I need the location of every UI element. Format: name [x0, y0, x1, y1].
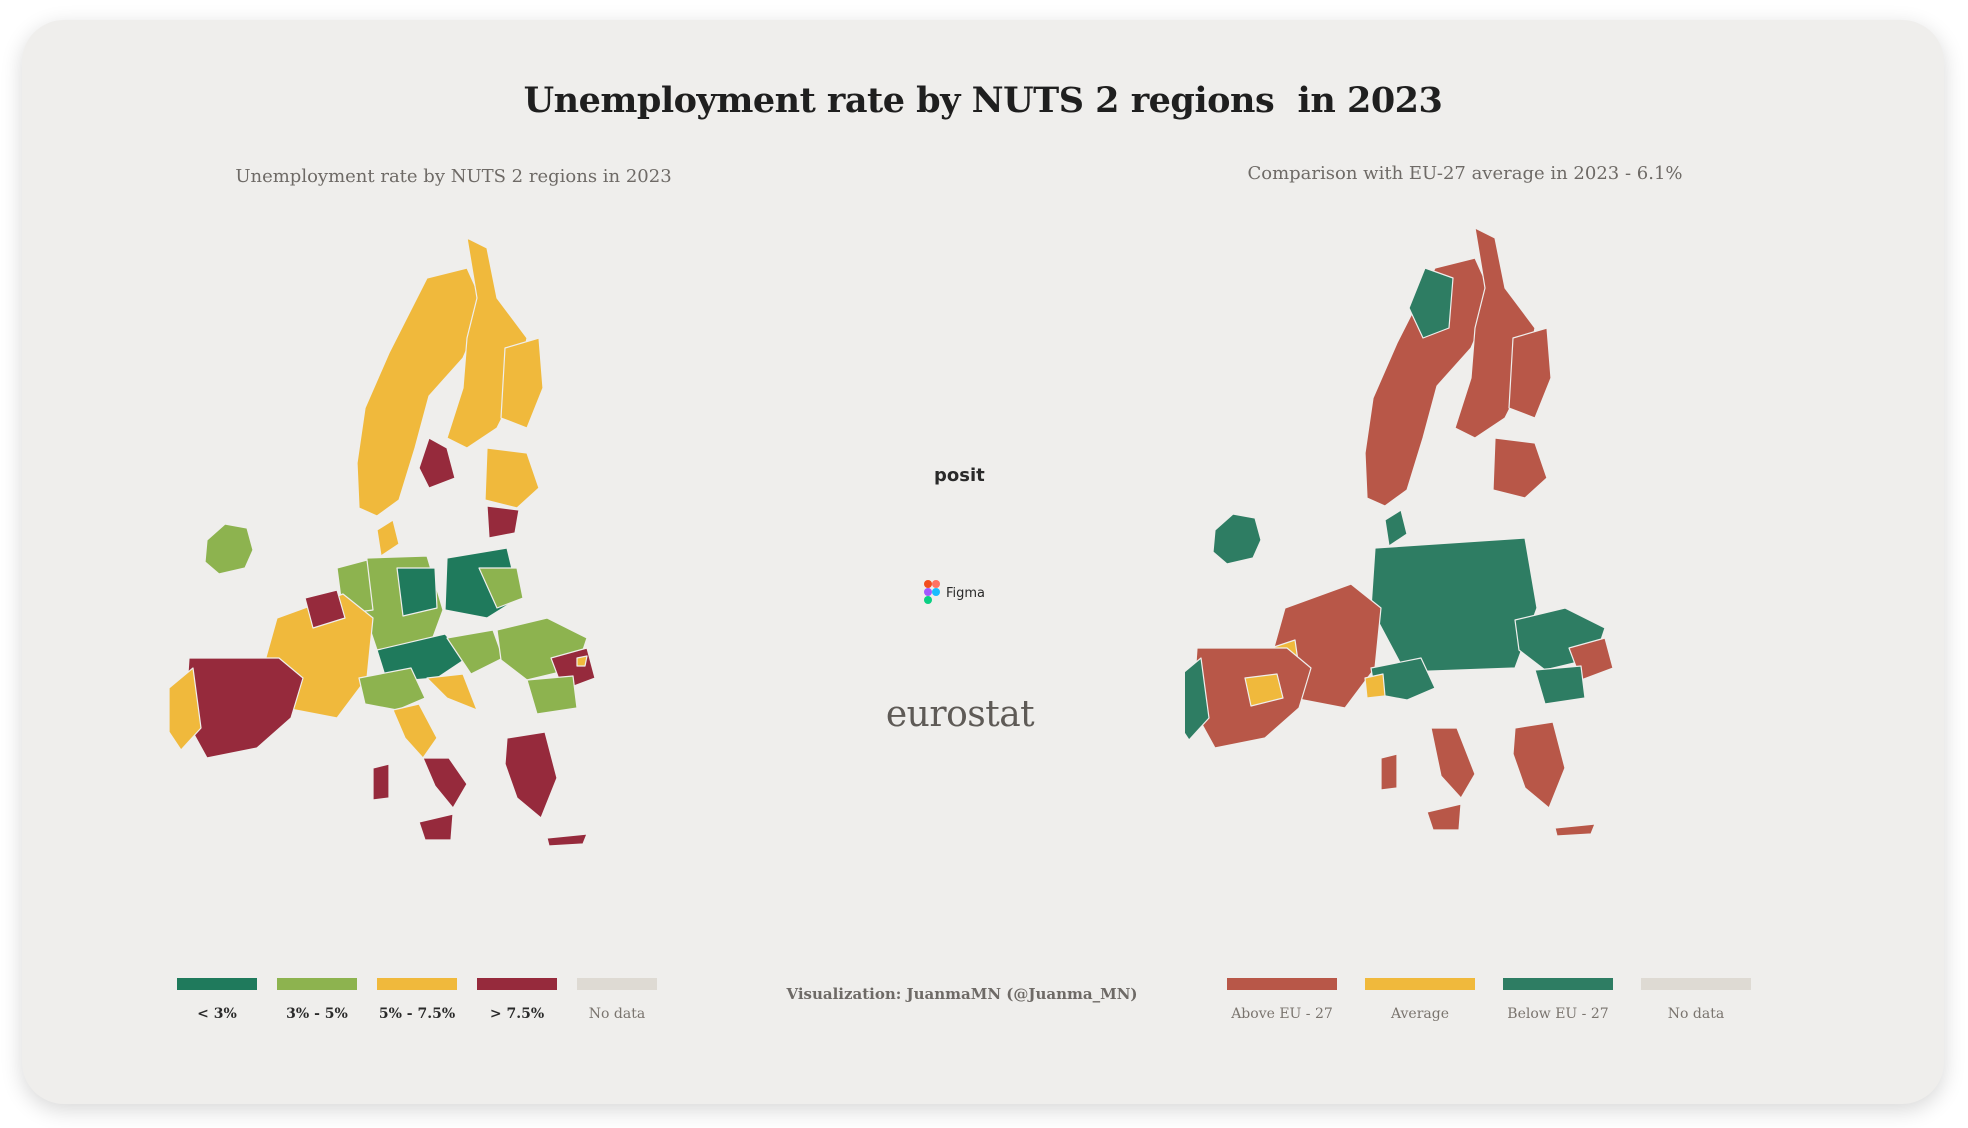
legend-item: Above EU - 27 — [1227, 978, 1337, 1022]
region-portugal — [168, 667, 202, 751]
region-greece — [1512, 721, 1566, 809]
legend-label: No data — [588, 1006, 646, 1022]
legend-swatch — [377, 978, 457, 990]
region-crete — [1554, 823, 1596, 837]
figma-icon — [924, 580, 940, 604]
right-map-subtitle: Comparison with EU-27 average in 2023 - … — [1247, 163, 1683, 184]
legend-item: No data — [577, 978, 657, 1022]
region-spain — [184, 657, 304, 759]
region-crete — [546, 833, 588, 847]
legend-swatch — [1503, 978, 1613, 990]
region-spain-mid — [1244, 673, 1284, 707]
legend-label: > 7.5% — [489, 1006, 545, 1022]
region-iceland — [204, 523, 254, 575]
region-sicily — [418, 813, 454, 841]
region-finland — [1508, 327, 1552, 419]
posit-icon — [912, 469, 930, 482]
legend-label: 3% - 5% — [286, 1006, 348, 1022]
region-italy-south — [422, 757, 468, 809]
region-denmark — [376, 519, 400, 557]
region-italy-west — [1364, 673, 1386, 699]
legend-swatch — [577, 978, 657, 990]
region-central — [1370, 537, 1538, 673]
region-italy-south — [1430, 727, 1476, 799]
legend-label: Above EU - 27 — [1231, 1006, 1333, 1022]
legend-item: 3% - 5% — [277, 978, 357, 1022]
region-bulgaria — [526, 675, 578, 715]
legend-swatch — [1227, 978, 1337, 990]
region-sweden-mid — [418, 437, 456, 489]
region-estonia — [486, 505, 520, 539]
legend-swatch — [277, 978, 357, 990]
legend-item: Below EU - 27 — [1503, 978, 1613, 1022]
legend-item: 5% - 7.5% — [377, 978, 457, 1022]
figma-logo: Figma — [924, 580, 985, 606]
region-finland — [500, 337, 544, 429]
region-sweden-west — [1408, 267, 1454, 339]
region-italy-north — [358, 667, 426, 711]
eurostat-logo: eurostat — [885, 694, 1035, 735]
region-italy-mid — [392, 703, 438, 759]
region-baltics — [484, 447, 540, 509]
legend-label: No data — [1667, 1006, 1725, 1022]
legend-label: Average — [1390, 1006, 1450, 1022]
region-portugal — [1185, 657, 1210, 741]
region-cyprus — [576, 655, 588, 667]
region-germany-east — [396, 567, 438, 617]
legend-item: > 7.5% — [477, 978, 557, 1022]
region-sicily — [1426, 803, 1462, 831]
posit-logo: posit — [912, 465, 985, 486]
region-croatia — [426, 673, 478, 711]
page-title: Unemployment rate by NUTS 2 regions in 2… — [523, 80, 1443, 121]
left-map-subtitle: Unemployment rate by NUTS 2 regions in 2… — [235, 166, 672, 187]
legend-swatch — [177, 978, 257, 990]
region-greece — [504, 731, 558, 819]
figma-text: Figma — [946, 585, 986, 601]
comparison-map — [1185, 228, 1614, 837]
unemployment-map — [168, 238, 596, 847]
legend-item: < 3% — [177, 978, 257, 1022]
legend-item: Average — [1365, 978, 1475, 1022]
legend-item: No data — [1641, 978, 1751, 1022]
posit-text: posit — [934, 465, 985, 486]
legend-swatch — [1365, 978, 1475, 990]
credit-text: Visualization: JuanmaMN (@Juanma_MN) — [786, 985, 1138, 1003]
legend-label: 5% - 7.5% — [378, 1006, 456, 1022]
legend-label: Below EU - 27 — [1507, 1006, 1609, 1022]
legend-label: < 3% — [197, 1006, 237, 1022]
region-bulgaria — [1534, 665, 1586, 705]
region-sardinia — [372, 763, 390, 801]
legend-swatch — [1641, 978, 1751, 990]
legend-swatch — [477, 978, 557, 990]
region-iceland — [1212, 513, 1262, 565]
region-france-north — [304, 589, 346, 629]
region-baltics — [1492, 437, 1548, 499]
dashboard-card: Unemployment rate by NUTS 2 regions in 2… — [22, 20, 1944, 1104]
region-sardinia — [1380, 753, 1398, 791]
region-denmark — [1384, 509, 1408, 547]
region-poland-east — [478, 567, 524, 609]
